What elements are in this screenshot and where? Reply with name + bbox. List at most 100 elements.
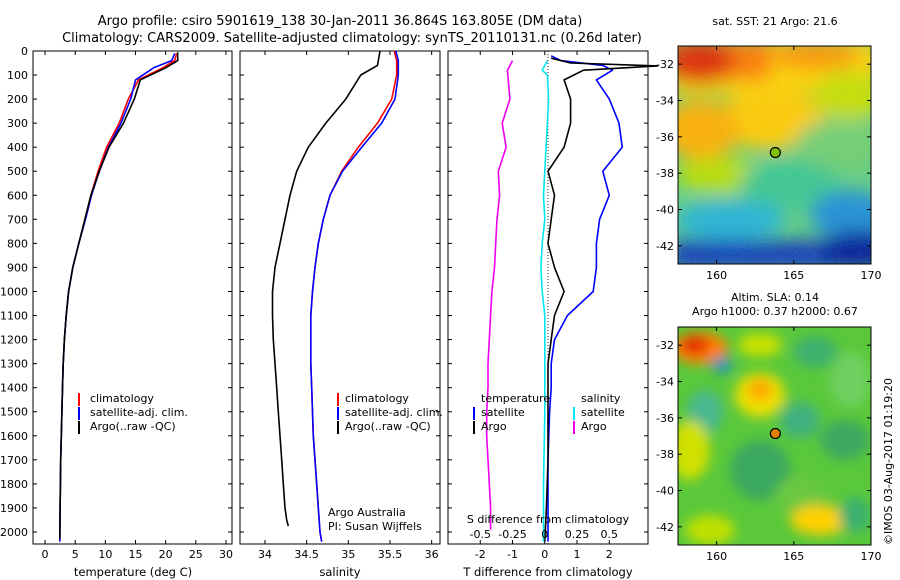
- credit-text: Argo Australia: [328, 506, 406, 519]
- t-difference-tick-label: -1: [507, 548, 518, 561]
- map-y-tick-label: -32: [656, 339, 674, 352]
- depth-tick-label: 1700: [0, 454, 28, 467]
- salinity-axis-label: salinity: [319, 565, 360, 579]
- series-line-climatology: [59, 53, 178, 542]
- depth-tick-label: 1400: [0, 382, 28, 395]
- sla-map-frame: [677, 326, 872, 546]
- legend-label-s-satellite: satellite: [581, 406, 625, 419]
- map-y-tick-label: -34: [656, 95, 674, 108]
- pi-text: PI: Susan Wijffels: [328, 520, 422, 533]
- depth-tick-label: 500: [7, 165, 28, 178]
- salinity-tick-label: 35.5: [378, 548, 403, 561]
- depth-tick-label: 1500: [0, 406, 28, 419]
- depth-tick-label: 1300: [0, 358, 28, 371]
- depth-tick-label: 800: [7, 237, 28, 250]
- salinity-axes-frame: [239, 50, 441, 545]
- t-difference-tick-label: 0: [541, 548, 548, 561]
- difference-panel: -2 -1 0 1 2 -0.5 -0.25 0 0.25 0.5 S difference f…: [447, 50, 659, 579]
- temperature-tick-label: 25: [189, 548, 203, 561]
- map-y-tick-label: -40: [656, 204, 674, 217]
- map-y-tick-label: -36: [656, 131, 674, 144]
- series-line-t-satellite: [547, 55, 624, 542]
- sla-profile-marker: [769, 427, 781, 440]
- temperature-x-ticks: 0 5 10 15 20 25 30: [42, 51, 233, 561]
- map-y-tick-label: -34: [656, 376, 674, 389]
- t-difference-tick-label: 2: [606, 548, 613, 561]
- s-difference-tick-label: 0.5: [601, 528, 619, 541]
- difference-legend-salinity: salinity satellite Argo: [573, 392, 625, 434]
- temperature-tick-label: 15: [129, 548, 143, 561]
- depth-axis-ticks: 0 100 200 300 400 500 600 700 800 900 1000 1100 1200…: [0, 45, 648, 539]
- depth-tick-label: 1800: [0, 478, 28, 491]
- difference-legend-temperature: temperature satellite Argo: [473, 392, 550, 434]
- sst-profile-marker: [769, 146, 781, 159]
- difference-x-ticks: -2 -1 0 1 2: [475, 51, 613, 561]
- sla-map-title-line1: Altim. SLA: 0.14: [731, 291, 819, 304]
- temperature-tick-label: 30: [219, 548, 233, 561]
- map-x-tick-label: 160: [706, 269, 727, 282]
- s-difference-tick-label: -0.25: [498, 528, 526, 541]
- sla-heatmap: [678, 327, 871, 545]
- depth-tick-label: 900: [7, 261, 28, 274]
- map-x-tick-label: 170: [861, 269, 882, 282]
- depth-tick-label: 700: [7, 213, 28, 226]
- s-difference-tick-label: 0.25: [565, 528, 590, 541]
- map-y-tick-label: -42: [656, 521, 674, 534]
- depth-tick-label: 2000: [0, 526, 28, 539]
- map-x-tick-label: 165: [783, 550, 804, 563]
- legend-heading-salinity: salinity: [581, 392, 621, 405]
- t-difference-tick-label: -2: [475, 548, 486, 561]
- legend-label-argo: Argo(..raw -QC): [345, 420, 431, 433]
- sla-map-panel: Altim. SLA: 0.14 Argo h1000: 0.37 h2000:…: [656, 291, 881, 563]
- series-line-s-satellite: [540, 60, 550, 542]
- map-y-tick-label: -36: [656, 412, 674, 425]
- salinity-tick-label: 36: [425, 548, 439, 561]
- s-difference-label: S difference from climatology: [467, 513, 630, 526]
- map-y-tick-label: -40: [656, 485, 674, 498]
- salinity-tick-label: 34.5: [294, 548, 319, 561]
- t-difference-tick-label: 1: [574, 548, 581, 561]
- s-difference-tick-label: 0: [541, 528, 548, 541]
- depth-tick-label: 600: [7, 189, 28, 202]
- temperature-tick-label: 20: [159, 548, 173, 561]
- salinity-x-ticks: 34 34.5 35 35.5 36: [258, 51, 439, 561]
- depth-tick-label: 0: [21, 45, 28, 58]
- legend-heading-temperature: temperature: [481, 392, 550, 405]
- legend-label-t-argo: Argo: [481, 420, 507, 433]
- map-y-tick-label: -38: [656, 448, 674, 461]
- map-y-tick-label: -42: [656, 240, 674, 253]
- salinity-panel: 34 34.5 35 35.5 36 salinity climatology sate…: [239, 50, 443, 579]
- series-line-t-argo: [544, 57, 659, 542]
- legend-label-s-argo: Argo: [581, 420, 607, 433]
- sla-map-ticks: 160 165 170 -32 -34 -36 -38 -40 -42: [656, 327, 882, 563]
- salinity-tick-label: 34: [258, 548, 272, 561]
- temperature-panel: 0100200300400500600700800900100011001200…: [0, 45, 648, 579]
- depth-tick-label: 1100: [0, 310, 28, 323]
- sst-map-title: sat. SST: 21 Argo: 21.6: [712, 15, 837, 28]
- map-y-tick-label: -32: [656, 58, 674, 71]
- sst-map-ticks: 160 165 170 -32 -34 -36 -38 -40 -42: [656, 46, 882, 282]
- map-x-tick-label: 170: [861, 550, 882, 563]
- depth-tick-label: 1200: [0, 334, 28, 347]
- figure-title-line1: Argo profile: csiro 5901619_138 30-Jan-2…: [98, 14, 583, 29]
- series-line-argo-raw-qc-: [59, 52, 179, 540]
- temperature-legend: climatology satellite-adj. clim. Argo(..…: [78, 392, 188, 434]
- temperature-tick-label: 10: [98, 548, 112, 561]
- depth-tick-label: 300: [7, 117, 28, 130]
- series-line-argo-raw-qc-: [271, 50, 381, 527]
- legend-label-climatology: climatology: [345, 392, 409, 405]
- temperature-lines: [59, 52, 179, 542]
- depth-tick-label: 1000: [0, 285, 28, 298]
- sla-map-title-line2: Argo h1000: 0.37 h2000: 0.67: [692, 305, 858, 318]
- temperature-axis-label: temperature (deg C): [74, 565, 192, 579]
- sst-map-frame: [677, 45, 872, 265]
- temperature-axes-frame: [32, 50, 233, 545]
- t-difference-label: T difference from climatology: [462, 565, 633, 579]
- map-y-tick-label: -38: [656, 167, 674, 180]
- depth-tick-label: 100: [7, 69, 28, 82]
- salinity-lines: [271, 50, 400, 542]
- copyright-stamp: ©IMOS 03-Aug-2017 01:19:20: [882, 378, 895, 545]
- salinity-tick-label: 35: [341, 548, 355, 561]
- difference-lines: [485, 55, 659, 542]
- series-line-satellite-adj-clim-: [309, 50, 400, 542]
